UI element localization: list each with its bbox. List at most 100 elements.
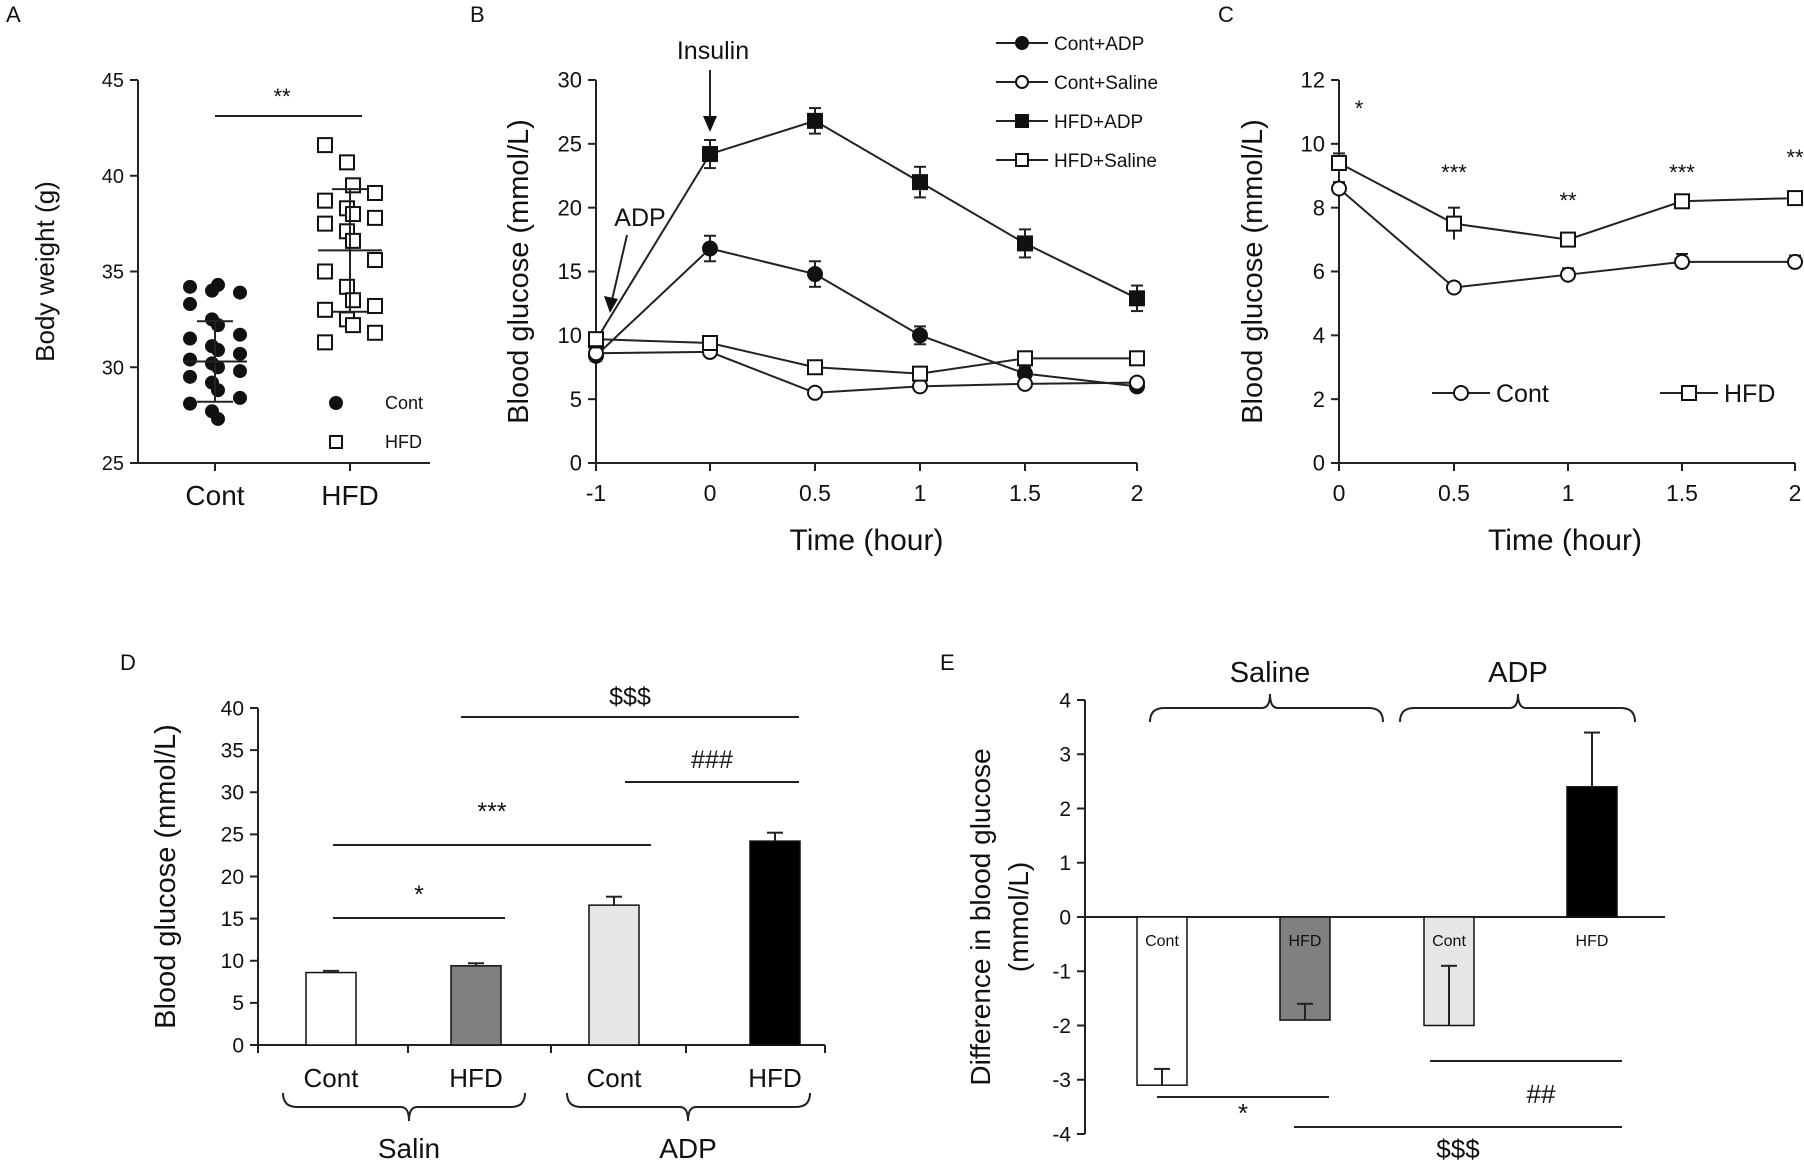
panel-a-point bbox=[183, 297, 197, 312]
panel-c-y-tick-label: 2 bbox=[1313, 387, 1325, 412]
panel-d-group-label: Salin bbox=[378, 1133, 440, 1164]
panel-c-x-tick-label: 0.5 bbox=[1438, 480, 1470, 506]
panel-a-point bbox=[317, 192, 333, 209]
panel-letter-a: A bbox=[6, 2, 21, 27]
panel-a-y-tick-label: 45 bbox=[102, 70, 124, 92]
panel-a-point bbox=[367, 184, 383, 201]
panel-a-point bbox=[317, 301, 333, 318]
panel-d-glucose-bars: 0 5 10 15 20 25 30 35 40 Blood glucose (mmol/L) Co… bbox=[150, 683, 826, 1164]
panel-letter-e: E bbox=[940, 650, 955, 675]
panel-b-legend-marker bbox=[1015, 114, 1029, 128]
panel-b-y-tick-label: 10 bbox=[558, 323, 582, 348]
panel-d-x-tick-label: Cont bbox=[304, 1063, 360, 1093]
panel-a-body-weight: 25 30 35 40 45 Cont HFD Body weight (g) ** Cont HF… bbox=[30, 70, 430, 511]
panel-e-group-brace bbox=[1399, 693, 1636, 723]
panel-c-series-cont bbox=[1331, 180, 1803, 296]
panel-b-x-axis-label: Time (hour) bbox=[790, 524, 944, 557]
panel-b-y-tick-label: 20 bbox=[558, 195, 582, 220]
panel-e-x-tick-label: HFD bbox=[1576, 933, 1609, 950]
panel-e-group-label: ADP bbox=[1488, 657, 1548, 689]
panel-c-point bbox=[1446, 215, 1462, 232]
panel-b-legend-marker bbox=[1015, 153, 1029, 167]
panel-c-point bbox=[1674, 253, 1690, 270]
panel-b-x-tick-label: 0 bbox=[704, 480, 717, 506]
panel-e-x-tick-label: Cont bbox=[1432, 933, 1466, 950]
panel-c-y-axis-label: Blood glucose (mmol/L) bbox=[1237, 119, 1269, 424]
panel-d-y-axis-label: Blood glucose (mmol/L) bbox=[150, 724, 182, 1029]
panel-e-y-tick-label: 2 bbox=[1059, 798, 1071, 821]
panel-d-group-brace bbox=[282, 1092, 526, 1122]
panel-letter-d: D bbox=[120, 650, 136, 675]
panel-d-x-tick-label: HFD bbox=[748, 1063, 801, 1093]
panel-b-point bbox=[588, 331, 604, 348]
panel-c-x-axis-label: Time (hour) bbox=[1488, 524, 1642, 557]
panel-e-y-tick-label: -4 bbox=[1052, 1123, 1071, 1146]
panel-b-point bbox=[807, 266, 823, 283]
panel-a-point bbox=[317, 334, 333, 351]
panel-b-y-tick-label: 30 bbox=[558, 68, 582, 93]
panel-b-x-tick-label: 2 bbox=[1131, 480, 1144, 506]
panel-a-point bbox=[345, 206, 361, 223]
panel-d-y-tick-label: 10 bbox=[221, 950, 244, 973]
panel-b-legend-label: HFD+ADP bbox=[1054, 112, 1143, 133]
panel-b-point bbox=[807, 384, 823, 401]
panel-c-significance-label: *** bbox=[1441, 160, 1467, 185]
panel-a-y-tick-label: 25 bbox=[102, 453, 124, 475]
panel-a-point bbox=[183, 279, 197, 294]
panel-e-group-label: Saline bbox=[1230, 657, 1311, 689]
panel-d-group-brace bbox=[566, 1092, 811, 1122]
panel-c-y-tick-label: 4 bbox=[1313, 323, 1325, 348]
panel-e-y-tick-label: 3 bbox=[1059, 744, 1071, 767]
panel-b-arrowhead-insulin bbox=[703, 116, 717, 132]
panel-b-series-line bbox=[595, 119, 1138, 341]
panel-e-x-tick-label: Cont bbox=[1145, 933, 1179, 950]
panel-a-point bbox=[317, 215, 333, 232]
panel-c-significance-label: *** bbox=[1669, 160, 1695, 185]
panel-d-y-tick-label: 0 bbox=[232, 1034, 244, 1057]
panel-e-glucose-difference: -4 -3 -2 -1 0 1 2 3 4 Difference in blood glucose… bbox=[965, 657, 1665, 1164]
panel-d-y-tick-label: 30 bbox=[221, 782, 244, 805]
panel-c-legend-label: HFD bbox=[1724, 380, 1775, 408]
panel-b-legend-label: Cont+ADP bbox=[1054, 34, 1144, 55]
panel-a-point bbox=[339, 154, 355, 171]
panel-b-point bbox=[1017, 235, 1033, 252]
panel-b-point bbox=[912, 365, 928, 382]
panel-b-x-tick-label: 0.5 bbox=[799, 480, 831, 506]
panel-d-bar bbox=[588, 904, 640, 1046]
panel-d-y-tick-label: 15 bbox=[221, 908, 244, 931]
panel-c-significance-label: ** bbox=[1786, 145, 1804, 170]
panel-e-y-tick-label: -2 bbox=[1052, 1015, 1071, 1038]
panel-d-significance-label: $$$ bbox=[609, 683, 651, 711]
panel-d-y-tick-label: 25 bbox=[221, 824, 244, 847]
panel-b-x-tick-label: 1 bbox=[914, 480, 927, 506]
panel-b-point bbox=[702, 334, 718, 351]
panel-a-point bbox=[233, 390, 247, 405]
panel-e-significance-label: $$$ bbox=[1436, 1134, 1480, 1164]
panel-a-x-tick-label: Cont bbox=[185, 480, 244, 511]
panel-b-point bbox=[912, 327, 928, 344]
panel-e-group-brace bbox=[1149, 693, 1384, 723]
panel-a-point bbox=[233, 346, 247, 361]
panel-b-series-hfd-adp bbox=[588, 107, 1145, 349]
panel-a-point bbox=[211, 360, 225, 375]
panel-b-y-tick-label: 15 bbox=[558, 259, 582, 284]
panel-a-point bbox=[317, 137, 333, 154]
panel-b-y-tick-label: 0 bbox=[570, 451, 582, 476]
panel-b-arrowhead-adp bbox=[604, 296, 618, 313]
panel-b-point bbox=[807, 112, 823, 129]
panel-a-point bbox=[367, 324, 383, 341]
panel-a-point bbox=[183, 396, 197, 411]
panel-b-point bbox=[1129, 290, 1145, 307]
panel-e-y-tick-label: 0 bbox=[1059, 906, 1071, 929]
panel-c-legend-marker bbox=[1453, 385, 1469, 401]
panel-c-point bbox=[1787, 190, 1803, 207]
panel-b-arrow-adp bbox=[611, 234, 628, 301]
panel-b-legend-marker bbox=[1015, 75, 1029, 89]
panel-c-point bbox=[1331, 180, 1347, 197]
panel-a-point bbox=[367, 252, 383, 269]
panel-b-x-tick-label: -1 bbox=[586, 480, 606, 506]
panel-b-legend-label: HFD+Saline bbox=[1054, 151, 1157, 172]
panel-a-point bbox=[233, 285, 247, 300]
